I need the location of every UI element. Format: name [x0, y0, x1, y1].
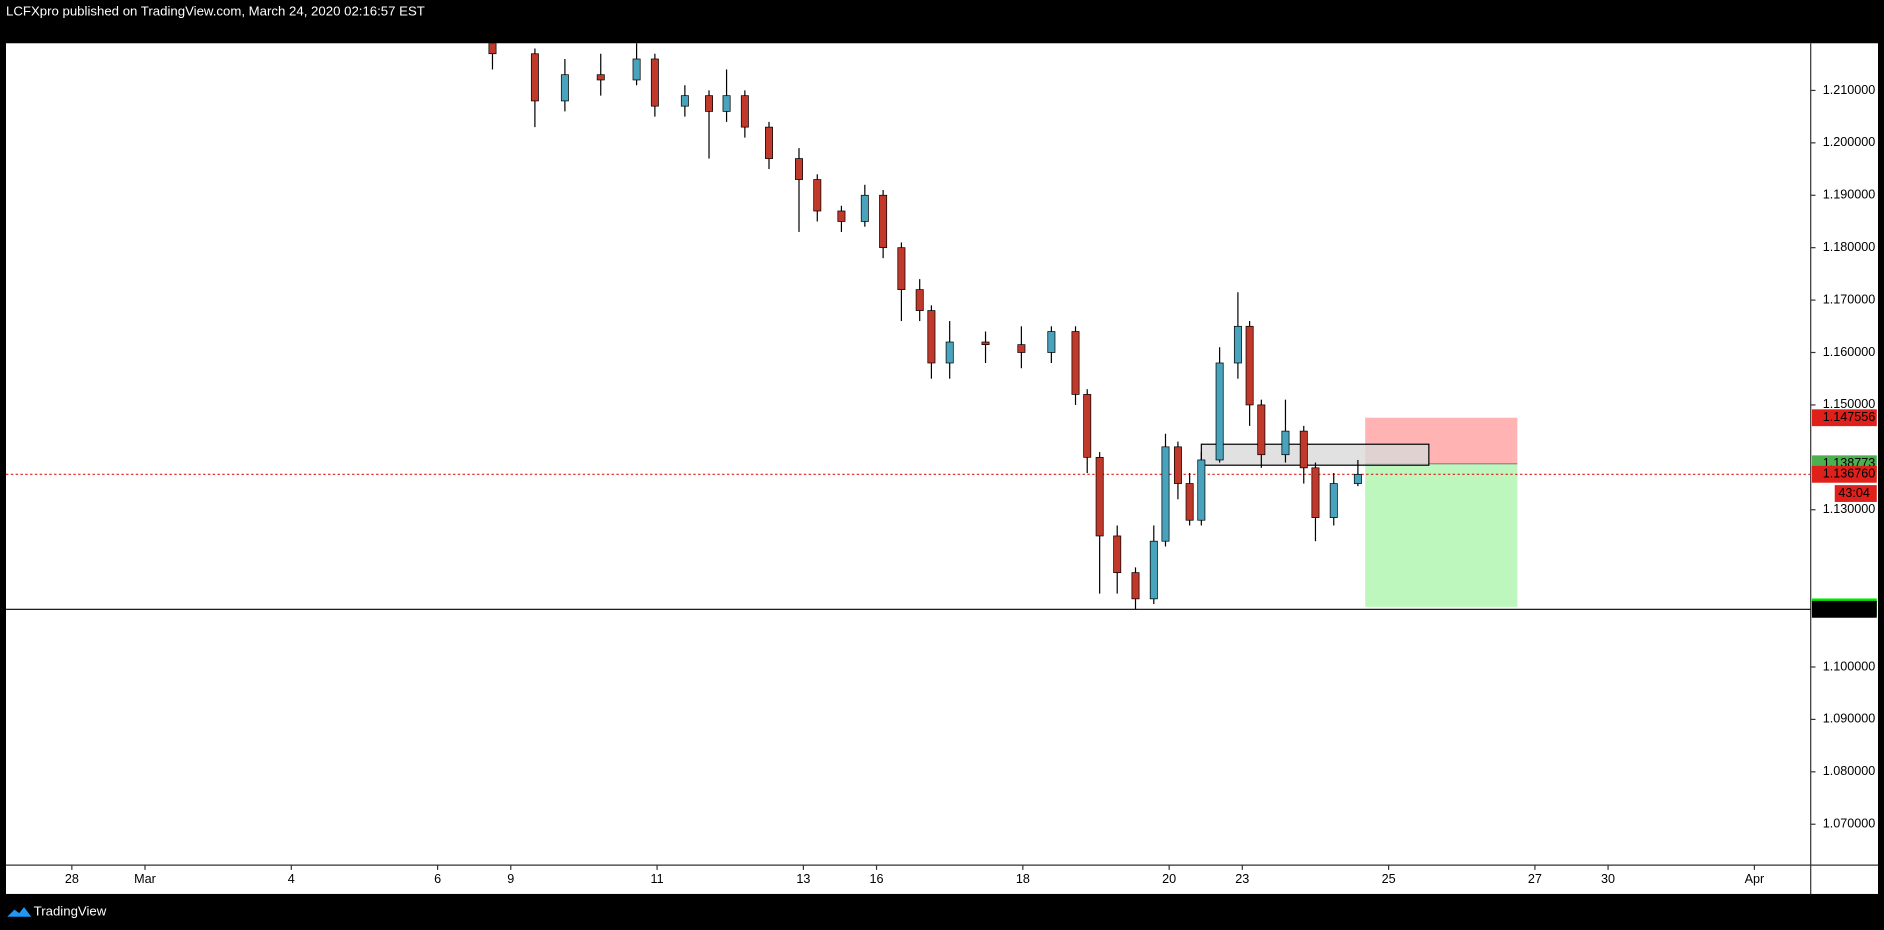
candle-body [1353, 473, 1362, 484]
candle-body [879, 194, 888, 249]
x-tick-label: 27 [1528, 872, 1542, 886]
x-tick-label: 13 [796, 872, 810, 886]
x-tick-label: 30 [1601, 872, 1615, 886]
ohlc-value: 1.139700 [404, 21, 457, 35]
x-tick-label: 9 [507, 872, 514, 886]
candle-body [1173, 446, 1182, 484]
y-tick-label: 1.210000 [1823, 83, 1876, 97]
candle-body [530, 53, 539, 102]
candle-body [1095, 456, 1104, 537]
candle-body [837, 210, 846, 222]
target-zone [1365, 463, 1518, 607]
ohlc-value: 1.135900 [477, 21, 530, 35]
candle-body [722, 95, 731, 112]
x-tick-label: 6 [434, 872, 441, 886]
candle-body [705, 95, 713, 112]
candle-body [596, 74, 605, 81]
candle-body [488, 43, 497, 55]
candle-body [1311, 467, 1320, 518]
candle-body [1299, 430, 1308, 469]
candle-body [1161, 446, 1170, 542]
countdown-bg [1834, 485, 1877, 502]
x-tick-label: 20 [1162, 872, 1176, 886]
y-tick-label: 1.170000 [1823, 292, 1876, 306]
x-tick-label: 4 [288, 872, 295, 886]
candle-body [945, 341, 954, 364]
plot [6, 43, 1811, 610]
candle-body [1047, 331, 1056, 353]
candle-body [650, 58, 659, 107]
stop-label: 1.147556 [1823, 410, 1876, 424]
x-tick-label: 11 [651, 872, 664, 886]
candle-body [1329, 483, 1338, 518]
last-price: 1.136800 [134, 21, 187, 35]
candle-body [915, 289, 924, 311]
candle-body [1215, 362, 1224, 461]
last-label-bg [1811, 465, 1877, 483]
ohlc-label: H: [389, 21, 402, 35]
candle-body [560, 74, 569, 102]
ohlc-label: C: [536, 21, 549, 35]
ohlc-value: 1.136760 [551, 21, 604, 35]
candle-body [740, 95, 749, 128]
x-tick-label: Apr [1745, 872, 1765, 886]
candle-body [1257, 404, 1266, 456]
candle-body [1197, 459, 1206, 521]
y-tick-label: 1.190000 [1823, 188, 1876, 202]
brand: TradingView [34, 903, 107, 918]
candle-body [1071, 331, 1080, 395]
ohlc-label: L: [463, 21, 475, 35]
candle-body [860, 194, 869, 222]
candle-body [1185, 483, 1194, 521]
y-tick-label: 1.130000 [1823, 502, 1876, 516]
candle-body [795, 158, 803, 180]
x-tick-label: 28 [65, 872, 79, 886]
candle-body [927, 310, 936, 364]
candle-body [897, 247, 906, 290]
candle-body [1233, 325, 1242, 364]
countdown: 43:04 [1838, 486, 1870, 500]
candle-body [680, 95, 689, 107]
candle-body [1083, 394, 1092, 458]
x-tick-label: Mar [134, 872, 156, 886]
publisher: LCFXpro published on TradingView.com, Ma… [6, 4, 425, 19]
candle-body [765, 126, 773, 159]
ohlc-label: O: [314, 21, 328, 35]
symbol: FX_IDC:GBPCHF, 60 [6, 21, 128, 35]
candle-body [1245, 325, 1254, 406]
x-tick-label: 23 [1235, 872, 1249, 886]
support-label-bg [1811, 600, 1877, 618]
last-label: 1.136760 [1823, 467, 1876, 481]
y-tick-label: 1.180000 [1823, 240, 1876, 254]
candle-body [1149, 540, 1158, 600]
y-tick-label: 1.160000 [1823, 345, 1876, 359]
x-tick-label: 16 [870, 872, 884, 886]
logo [7, 907, 32, 917]
y-tick-label: 1.150000 [1823, 397, 1876, 411]
candle-body [1017, 344, 1026, 353]
support-label: 1.111000 [1823, 602, 1874, 616]
x-tick-label: 18 [1016, 872, 1030, 886]
candle-body [1113, 535, 1122, 574]
zone [1200, 443, 1430, 466]
chart-background [6, 43, 1878, 894]
y-tick-label: 1.070000 [1823, 817, 1876, 831]
stop-label-bg [1811, 409, 1877, 427]
symbol-line: FX_IDC:GBPCHF, 60 1.136800 +0.001010 (+0.0… [6, 21, 604, 35]
y-tick-label: 1.200000 [1823, 135, 1876, 149]
y-tick-label: 1.100000 [1823, 659, 1876, 673]
ohlc-value: 1.139140 [330, 21, 383, 35]
y-tick-label: 1.080000 [1823, 764, 1876, 778]
candle-body [981, 341, 990, 346]
x-tick-label: 25 [1382, 872, 1396, 886]
change: +0.001010 (+0.09%) [193, 21, 308, 35]
candle-body [632, 58, 641, 81]
y-tick-label: 1.090000 [1823, 712, 1876, 726]
candle-body [813, 179, 822, 212]
candle-body [1281, 430, 1290, 456]
candle-body [1131, 572, 1140, 600]
